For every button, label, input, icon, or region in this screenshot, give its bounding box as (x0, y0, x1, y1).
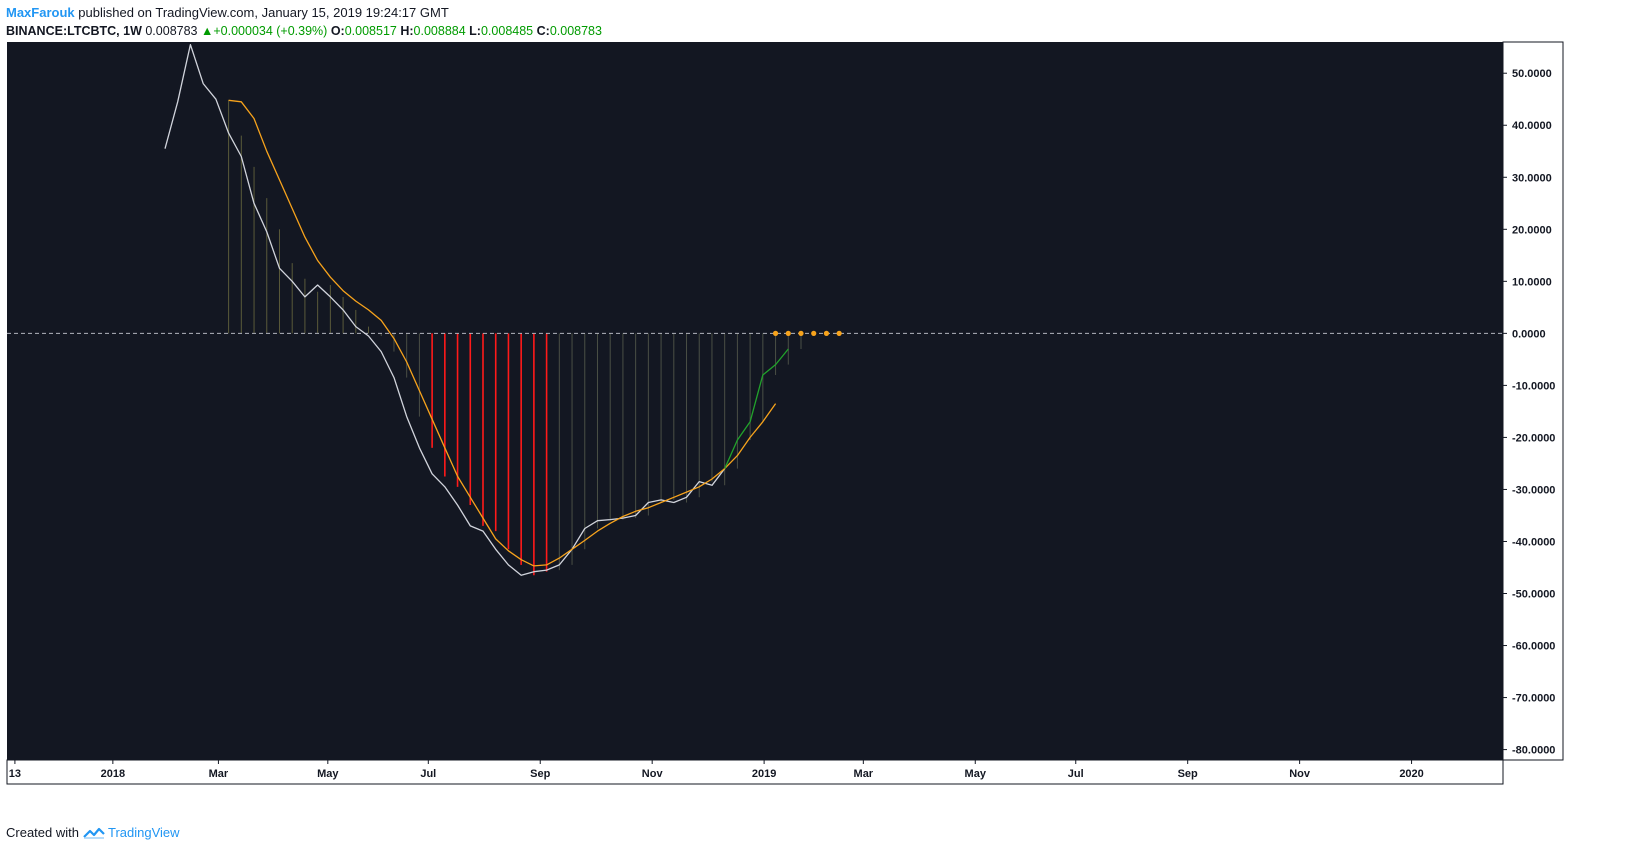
high-label: H: (400, 24, 414, 38)
publish-line: MaxFarouk published on TradingView.com, … (6, 4, 602, 22)
open-label: O: (330, 24, 345, 38)
zero-cross-marker (798, 330, 804, 336)
x-tick-label: 2020 (1399, 768, 1423, 780)
ohlc-line: BINANCE:LTCBTC, 1W 0.008783 ▲+0.000034 (… (6, 22, 602, 40)
recovery-series-line (724, 348, 789, 469)
y-tick-label: 30.0000 (1512, 172, 1552, 184)
price-axis[interactable] (1502, 41, 1564, 761)
fast-series-line (164, 43, 726, 576)
high-value: 0.008884 (413, 24, 466, 38)
x-tick-label: Sep (1178, 768, 1198, 780)
y-tick-label: -40.0000 (1512, 536, 1555, 548)
signal-series-line (228, 99, 777, 567)
y-tick-label: 10.0000 (1512, 276, 1552, 288)
published-text: published on TradingView.com, January 15… (78, 5, 449, 20)
y-tick-label: 20.0000 (1512, 224, 1552, 236)
series-layer (164, 43, 789, 576)
last-price: 0.008783 (145, 24, 198, 38)
y-tick-label: 0.0000 (1512, 328, 1546, 340)
footer: Created with TradingView (6, 825, 180, 840)
marker-layer (772, 330, 842, 336)
tradingview-link[interactable]: TradingView (83, 825, 180, 840)
zero-cross-marker (811, 330, 817, 336)
y-axis-labels: 50.0000 40.0000 30.0000 20.0000 10.0000 0.000… (1503, 68, 1555, 757)
low-value: 0.008485 (480, 24, 534, 38)
y-tick-label: -50.0000 (1512, 589, 1555, 601)
created-with-text: Created with (6, 825, 79, 840)
zero-cross-marker (823, 330, 830, 336)
y-tick-label: -20.0000 (1512, 432, 1555, 444)
x-tick-label: May (965, 768, 987, 780)
close-label: C: (536, 24, 550, 38)
x-tick-label: 2018 (101, 768, 125, 780)
open-value: 0.008517 (344, 24, 397, 38)
x-tick-label: Jul (420, 768, 436, 780)
tradingview-logo-icon (83, 827, 105, 839)
chart-header: MaxFarouk published on TradingView.com, … (6, 4, 602, 40)
close-value: 0.008783 (549, 24, 602, 38)
x-tick-label: Mar (854, 768, 874, 780)
y-tick-label: 40.0000 (1512, 120, 1552, 132)
y-tick-label: -80.0000 (1512, 745, 1555, 757)
x-tick-label: Mar (209, 768, 229, 780)
x-tick-label: 13 (9, 768, 21, 780)
x-tick-label: Nov (642, 768, 664, 780)
x-tick-label: Nov (1289, 768, 1311, 780)
x-tick-label: Sep (530, 768, 550, 780)
histogram-layer (228, 100, 802, 576)
zero-cross-marker (785, 330, 791, 336)
plot-area[interactable] (7, 42, 1503, 760)
time-axis[interactable] (6, 759, 1504, 785)
y-tick-label: -30.0000 (1512, 484, 1555, 496)
low-label: L: (469, 24, 481, 38)
y-tick-label: -70.0000 (1512, 693, 1555, 705)
symbol-label: BINANCE:LTCBTC, 1W (6, 24, 142, 38)
tradingview-brand: TradingView (107, 825, 180, 840)
price-change: +0.000034 (+0.39%) (213, 24, 328, 38)
zero-cross-marker (836, 330, 842, 336)
zero-cross-marker (772, 330, 779, 336)
y-tick-label: 50.0000 (1512, 68, 1552, 80)
x-axis-labels: 13 2018 Mar May Jul Sep Nov 2019 Mar May Jul Sep Nov… (9, 760, 1424, 780)
y-tick-label: -10.0000 (1512, 380, 1555, 392)
x-tick-label: 2019 (752, 768, 776, 780)
author-link[interactable]: MaxFarouk (6, 5, 75, 20)
y-tick-label: -60.0000 (1512, 641, 1555, 653)
up-arrow-icon: ▲ (200, 24, 214, 38)
x-tick-label: Jul (1068, 768, 1084, 780)
x-tick-label: May (317, 768, 339, 780)
